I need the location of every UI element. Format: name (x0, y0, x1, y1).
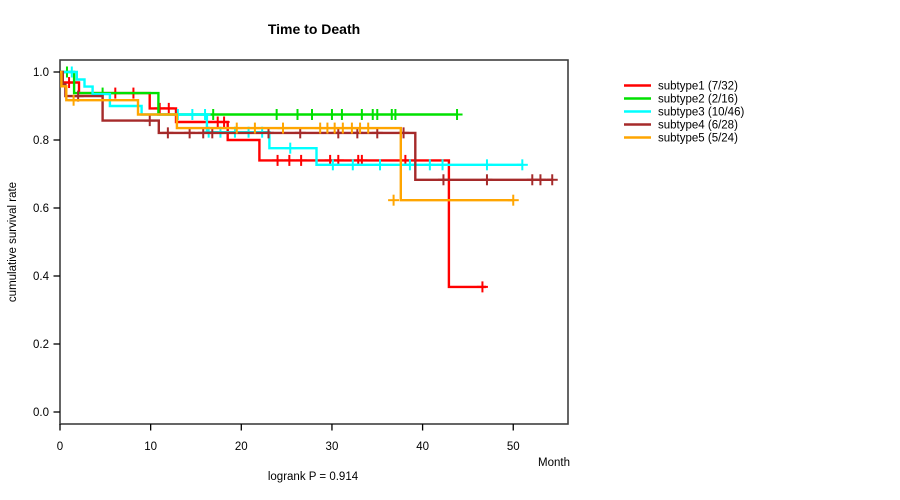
legend-item-subtype2: subtype2 (2/16) (624, 94, 738, 106)
y-tick-label: 0.4 (33, 271, 50, 283)
logrank-annotation: logrank P = 0.914 (268, 471, 359, 483)
legend-item-subtype5: subtype5 (5/24) (624, 133, 738, 145)
y-axis: 0.0 0.2 0.4 0.6 0.8 1.0 (33, 67, 60, 419)
x-tick-label: 10 (144, 441, 157, 453)
km-curve-subtype5 (60, 70, 514, 202)
legend-label-subtype1: subtype1 (7/32) (658, 81, 738, 93)
plot-title: Time to Death (268, 21, 360, 37)
series-subtype5 (60, 70, 519, 206)
y-tick-label: 1.0 (33, 67, 49, 79)
km-curve-subtype3 (60, 70, 524, 166)
legend-label-subtype4: subtype4 (6/28) (658, 120, 738, 132)
y-axis-label: cumulative survival rate (7, 182, 19, 302)
y-tick-label: 0.2 (33, 339, 49, 351)
series-curves (60, 66, 558, 293)
y-tick-label: 0.6 (33, 203, 49, 215)
y-tick-label: 0.0 (33, 407, 49, 419)
x-axis-label: Month (538, 457, 570, 469)
series-subtype4 (60, 70, 558, 186)
legend-label-subtype3: subtype3 (10/46) (658, 107, 744, 119)
series-subtype2 (60, 66, 463, 120)
legend-item-subtype4: subtype4 (6/28) (624, 120, 738, 132)
x-tick-label: 50 (507, 441, 520, 453)
plot-box (59, 59, 569, 425)
x-tick-label: 30 (326, 441, 339, 453)
km-curve-subtype2 (60, 70, 458, 116)
legend: subtype1 (7/32)subtype2 (2/16)subtype3 (… (624, 81, 744, 145)
legend-item-subtype3: subtype3 (10/46) (624, 107, 744, 119)
km-curve-subtype4 (60, 70, 554, 181)
x-tick-label: 20 (235, 441, 248, 453)
x-tick-label: 40 (416, 441, 429, 453)
x-axis: 0 10 20 30 40 50 (57, 424, 520, 453)
legend-item-subtype1: subtype1 (7/32) (624, 81, 738, 93)
x-tick-label: 0 (57, 441, 63, 453)
legend-label-subtype2: subtype2 (2/16) (658, 94, 738, 106)
legend-label-subtype5: subtype5 (5/24) (658, 133, 738, 145)
y-tick-label: 0.8 (33, 135, 49, 147)
